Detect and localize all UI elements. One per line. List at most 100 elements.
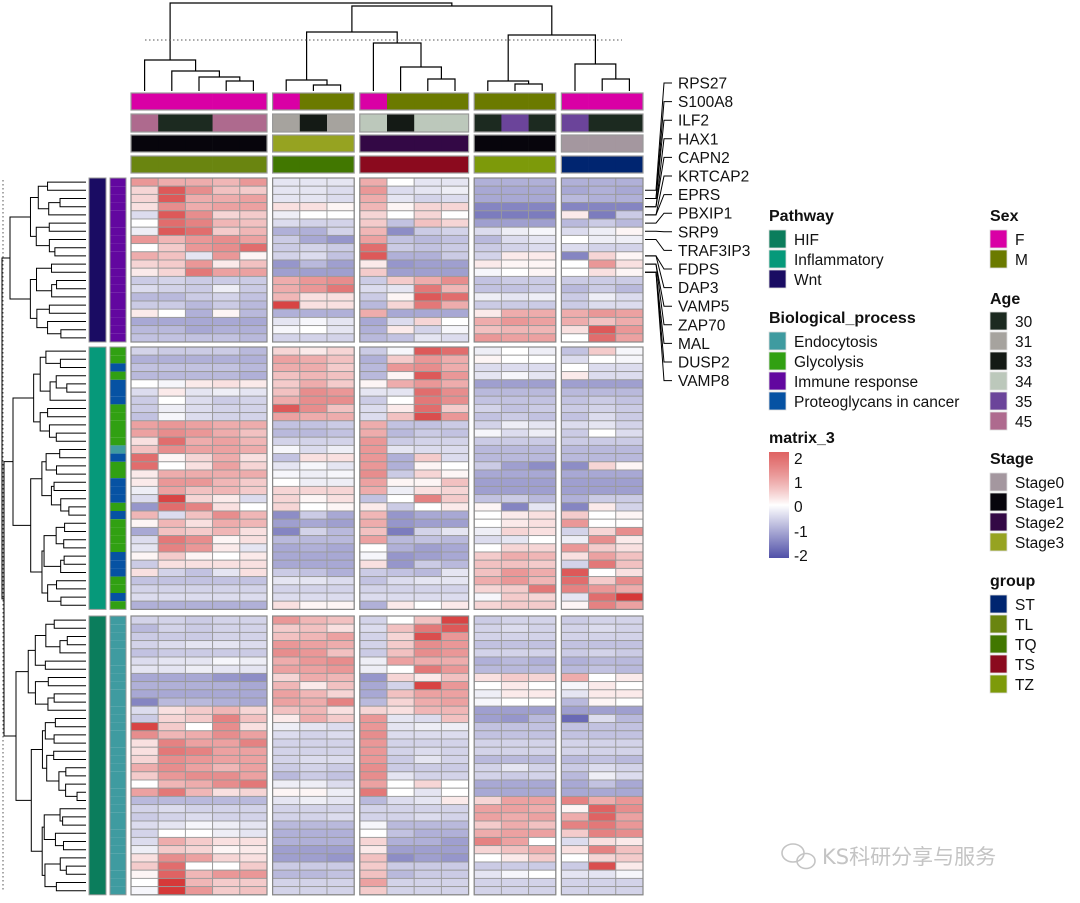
dendrogram-branch [64,522,86,532]
heatmap-cell [413,461,442,471]
heatmap-cell [272,193,301,204]
dendrogram-branch [47,408,86,418]
heatmap-cell [239,403,268,414]
heatmap-cell [413,746,442,756]
heatmap-cell [326,436,355,446]
heatmap-cell [299,640,328,650]
heatmap-cell [588,576,617,586]
heatmap-cell [615,202,644,212]
heatmap-cell [184,177,214,187]
heatmap-cell [528,551,557,561]
heatmap-cell [386,543,415,553]
heatmap-cell [528,886,557,896]
heatmap-cell [212,412,241,422]
heatmap-cell [212,812,241,822]
heatmap-cell [615,218,644,228]
heatmap-cell [239,210,268,220]
heatmap-cell [157,308,186,318]
heatmap-cell [212,494,241,504]
heatmap-cell [440,820,470,830]
heatmap-cell [615,453,644,463]
heatmap-cell [299,559,328,569]
heatmap-cell [326,754,355,765]
heatmap-cell [157,300,186,310]
heatmap-cell [560,763,590,773]
heatmap-cell [386,559,415,569]
heatmap-cell [130,316,159,327]
heatmap-cell [299,444,328,455]
heatmap-cell [212,436,241,446]
heatmap-cell [157,584,186,594]
heatmap-cell [528,333,557,343]
heatmap-cell [299,869,328,879]
dendrogram-branch [306,31,398,80]
heatmap-cell [386,820,415,830]
heatmap-cell [157,218,186,228]
heatmap-cell [326,787,355,797]
heatmap-cell [272,812,301,822]
heatmap-cell [560,648,590,658]
heatmap-cell [359,869,388,879]
heatmap-cell [359,379,388,389]
heatmap-cell [212,640,241,650]
heatmap-cell [359,543,388,553]
annotation-cell [272,114,301,132]
heatmap-cell [239,316,268,327]
heatmap-cell [588,828,617,838]
heatmap-cell [130,518,159,528]
heatmap-cell [560,836,590,847]
heatmap-cell [500,193,530,204]
annotation-cell [414,114,442,132]
heatmap-cell [500,559,530,569]
bio-annotation-cell [110,624,126,633]
heatmap-cell [588,387,617,397]
heatmap-cell [184,763,214,773]
heatmap-cell [440,722,470,732]
heatmap-cell [413,771,442,781]
heatmap-cell [326,664,355,674]
heatmap-cell [528,746,557,756]
dendrogram-branch [54,247,86,257]
heatmap-cell [588,845,617,855]
heatmap-cell [212,600,241,610]
heatmap-cell [326,485,355,496]
heatmap-cell [130,828,159,838]
heatmap-cell [386,510,415,520]
legend-item-label: Wnt [794,272,822,289]
heatmap-cell [184,346,214,356]
heatmap-cell [184,526,214,537]
heatmap-cell [272,623,301,633]
heatmap-cell [413,656,442,666]
heatmap-cell [440,648,470,658]
heatmap-cell [413,412,442,422]
bio-annotation-cell [110,829,126,838]
dendrogram-branch [53,750,86,760]
heatmap-cell [473,771,502,781]
heatmap-cell [272,403,301,414]
heatmap-cell [413,795,442,806]
dendrogram-branch [66,383,86,393]
heatmap-cell [157,436,186,446]
heatmap-cell [299,681,328,691]
heatmap-cell [588,623,617,633]
heatmap-cell [212,730,241,740]
heatmap-cell [615,771,644,781]
annotation-border [560,92,644,111]
heatmap-cell [528,631,557,642]
heatmap-cell [386,722,415,732]
dendrogram-branch [59,358,86,368]
heatmap-cell [588,300,617,310]
heatmap-cell [386,185,415,195]
dendrogram-branch [47,697,86,711]
heatmap-cell [440,804,470,814]
heatmap-cell [299,346,328,356]
heatmap-cell [299,403,328,414]
heatmap-cell [473,877,502,888]
heatmap-cell [615,812,644,822]
heatmap-cell [615,845,644,855]
heatmap-cell [560,600,590,610]
gene-label: SRP9 [678,224,719,241]
legend-item-label: Stage0 [1015,475,1065,492]
heatmap-cell [500,648,530,658]
heatmap-cell [473,243,502,253]
